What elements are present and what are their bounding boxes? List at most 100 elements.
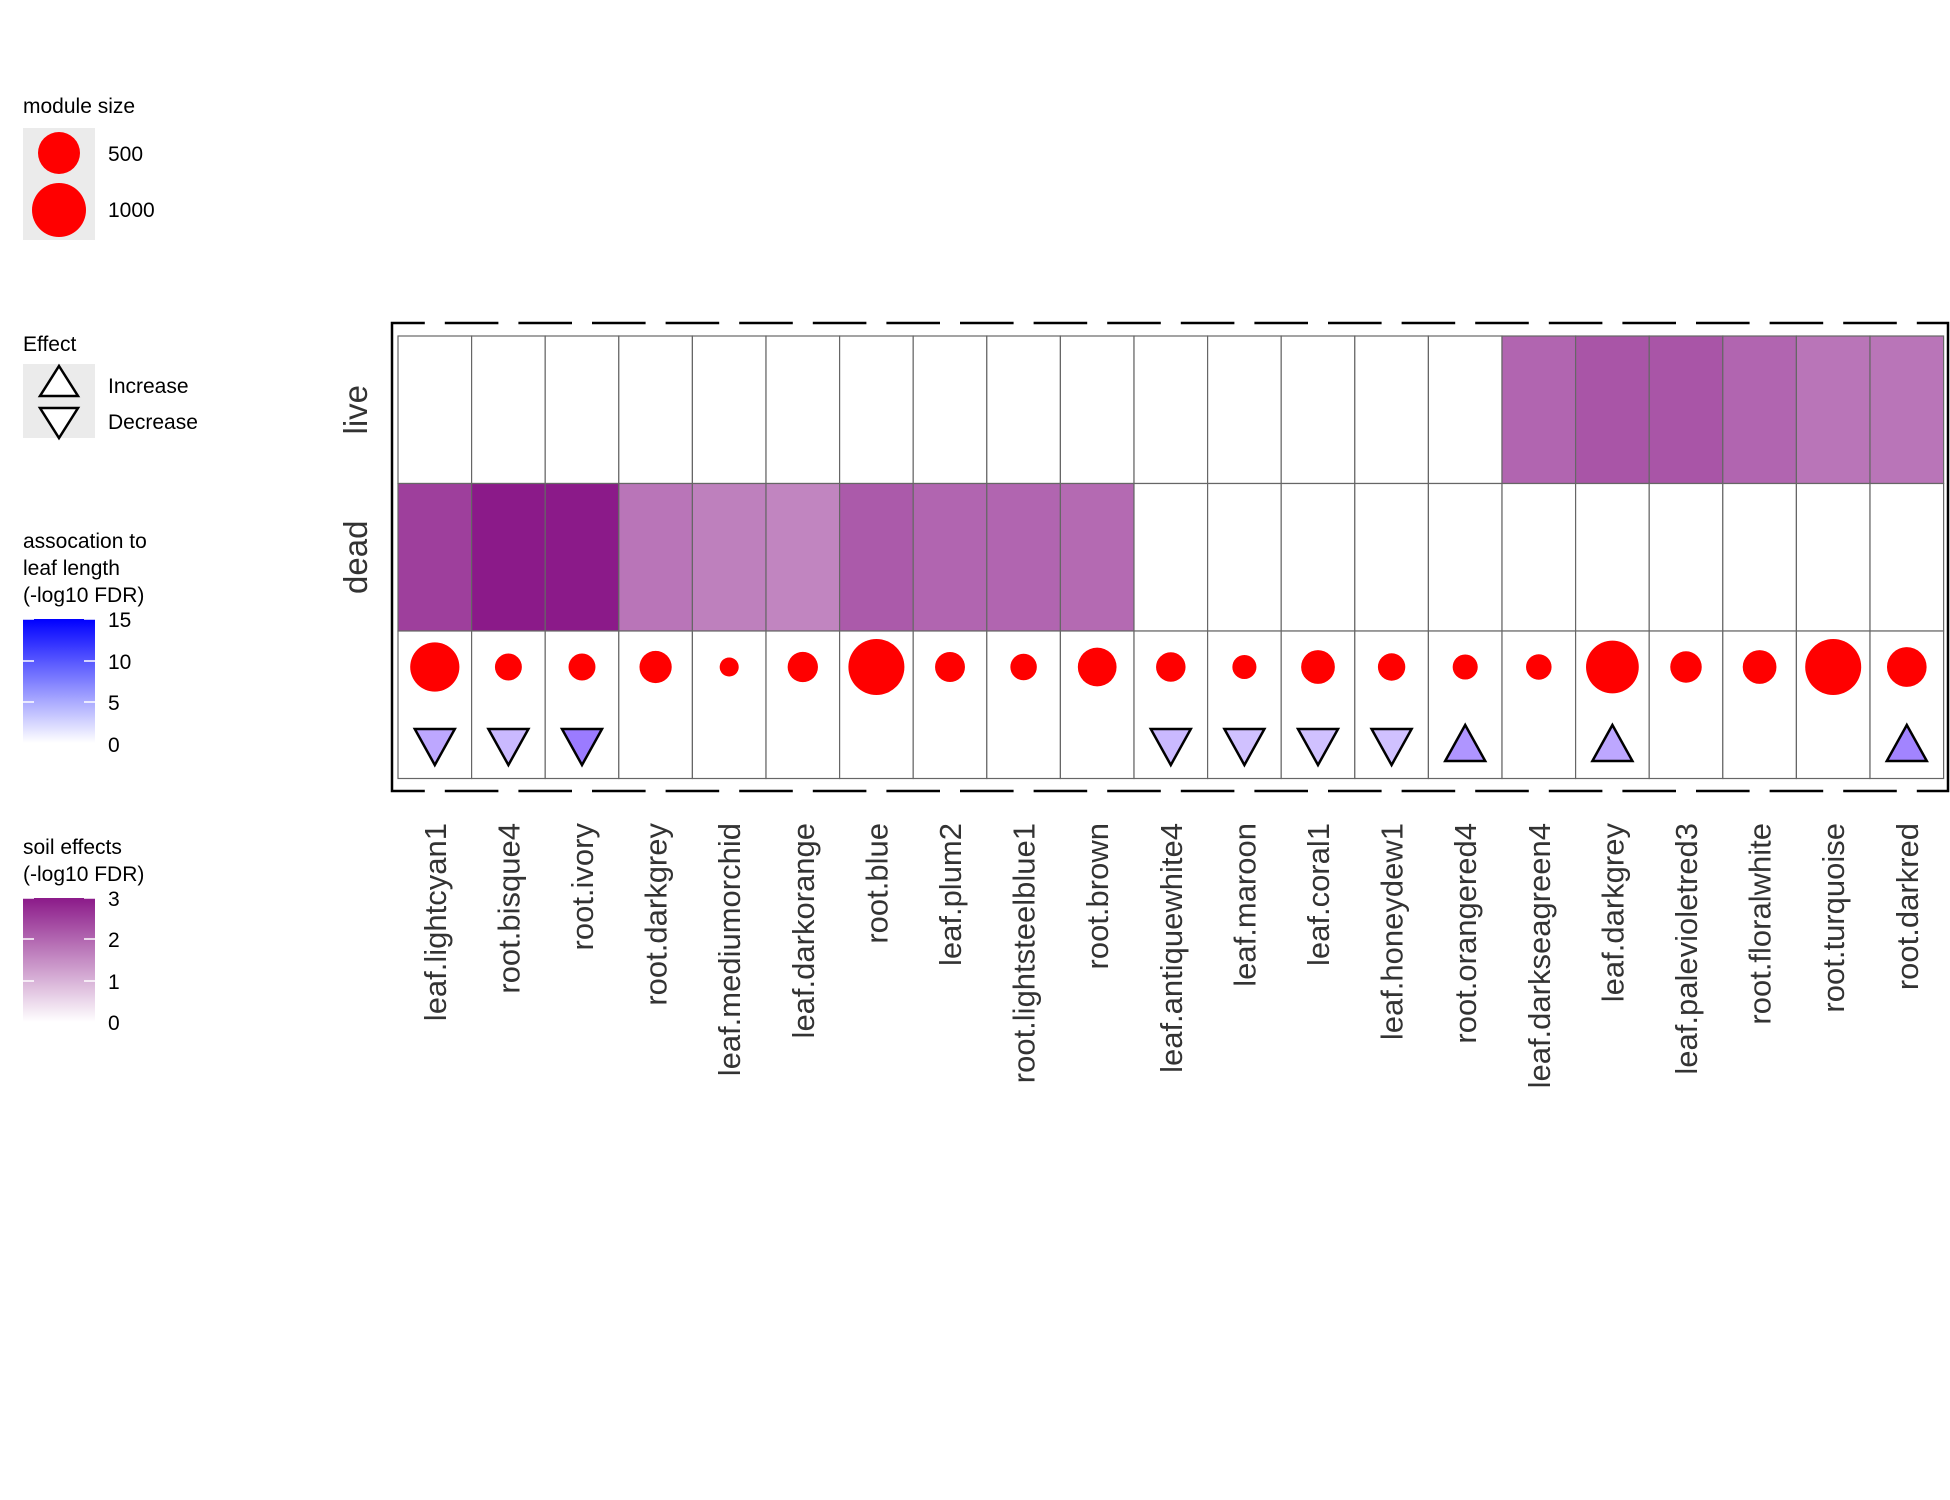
legend-soil-tick-2: 2 <box>108 929 120 952</box>
heatmap-cell-live-leaf.palevioletred3 <box>1648 335 1724 485</box>
column-label-leaf.antiquewhite4: leaf.antiquewhite4 <box>1154 823 1189 1073</box>
column-label-leaf.maroon: leaf.maroon <box>1227 823 1262 987</box>
heatmap-cell-dead-root.turquoise <box>1795 482 1871 632</box>
heatmap-cell-live-root.blue <box>838 335 914 485</box>
module-size-point-leaf.darkgrey <box>1586 640 1639 694</box>
effect-triangle-decrease-leaf.coral1 <box>1295 727 1341 768</box>
heatmap-cell-live-root.turquoise <box>1795 335 1871 485</box>
heatmap-cell-live-leaf.coral1 <box>1280 335 1356 485</box>
module-size-point-root.darkgrey <box>639 650 672 684</box>
column-label-leaf.coral1: leaf.coral1 <box>1301 823 1336 966</box>
legend-decrease-label: Decrease <box>108 411 198 434</box>
legend-assoc-tick-10: 10 <box>108 651 131 674</box>
legends: module size 500 1000 Effect Increase Dec… <box>23 95 198 1035</box>
module-size-point-leaf.darkorange <box>787 651 818 683</box>
legend-size-500-label: 500 <box>108 143 143 166</box>
heatmap-cell-dead-leaf.mediumorchid <box>691 482 767 632</box>
module-size-point-leaf.lightcyan1 <box>410 642 460 692</box>
column-label-leaf.darkgrey: leaf.darkgrey <box>1595 823 1630 1003</box>
heatmap-cell-dead-root.orangered4 <box>1427 482 1503 632</box>
column-label-root.blue: root.blue <box>859 823 894 944</box>
module-size-point-root.blue <box>848 639 905 695</box>
module-size-point-root.orangered4 <box>1452 654 1478 680</box>
heatmap-cell-live-leaf.plum2 <box>912 335 988 485</box>
effect-triangle-decrease-root.bisque4 <box>486 727 531 768</box>
legend-assoc-colorbar <box>23 619 95 743</box>
legend-increase-label: Increase <box>108 375 189 398</box>
heatmap-cell-dead-leaf.darkgrey <box>1574 482 1650 632</box>
heatmap-cell-dead-leaf.plum2 <box>912 482 988 632</box>
heatmap-cell-dead-root.lightsteelblue1 <box>986 482 1061 632</box>
legend-soil-colorbar <box>23 898 95 1022</box>
module-size-point-leaf.maroon <box>1232 654 1257 680</box>
effect-triangle-increase-root.orangered4 <box>1443 722 1488 763</box>
legend-effect-title: Effect <box>23 333 76 356</box>
module-size-point-root.brown <box>1077 647 1117 687</box>
heatmap-cell-dead-leaf.honeydew1 <box>1354 482 1430 632</box>
heatmap-cell-live-leaf.maroon <box>1206 335 1282 485</box>
plot-area: live dead leaf.lightcyan1 root.bisque4 root.… <box>337 321 1950 1088</box>
column-label-leaf.darkseagreen4: leaf.darkseagreen4 <box>1522 823 1557 1088</box>
legend-soil-tick-1: 1 <box>108 971 120 994</box>
column-label-leaf.mediumorchid: leaf.mediumorchid <box>712 823 747 1076</box>
heatmap-cell-live-leaf.antiquewhite4 <box>1133 335 1209 485</box>
column-label-root.turquoise: root.turquoise <box>1816 823 1851 1013</box>
module-size-point-leaf.darkseagreen4 <box>1526 654 1552 680</box>
legend-assoc-ticks <box>23 618 95 703</box>
legend-soil-title-line2: (-log10 FDR) <box>23 863 144 886</box>
legend-assoc-title-line1: assocation to <box>23 530 147 553</box>
module-size-point-root.floralwhite <box>1742 650 1777 684</box>
legend-soil-tick-0: 0 <box>108 1012 120 1035</box>
point-cell-leaf.darkseagreen4 <box>1501 630 1577 780</box>
heatmap-cell-live-leaf.darkgrey <box>1574 335 1650 485</box>
column-label-root.floralwhite: root.floralwhite <box>1743 823 1778 1025</box>
heatmap-cell-dead-leaf.darkorange <box>765 482 841 632</box>
module-size-point-leaf.honeydew1 <box>1377 653 1406 681</box>
effect-triangle-increase-root.darkred <box>1884 722 1929 763</box>
legend-soil-tick-3: 3 <box>108 888 120 911</box>
column-label-root.ivory: root.ivory <box>565 823 600 951</box>
column-label-root.darkred: root.darkred <box>1890 823 1925 990</box>
legend-size-1000-point <box>32 183 86 237</box>
column-label-leaf.plum2: leaf.plum2 <box>933 823 968 966</box>
effect-triangle-decrease-leaf.antiquewhite4 <box>1148 727 1193 768</box>
point-cell-root.lightsteelblue1 <box>986 630 1061 780</box>
heatmap-cell-live-root.floralwhite <box>1722 335 1798 485</box>
heatmap-cell-live-root.ivory <box>544 335 620 485</box>
module-size-point-root.darkred <box>1886 647 1927 687</box>
module-size-point-leaf.antiquewhite4 <box>1156 652 1186 682</box>
heatmap-cell-dead-leaf.palevioletred3 <box>1648 482 1724 632</box>
module-size-point-leaf.palevioletred3 <box>1670 651 1702 683</box>
heatmap-cell-dead-root.brown <box>1059 482 1135 632</box>
heatmap-cell-live-root.darkgrey <box>618 335 693 485</box>
module-size-point-root.lightsteelblue1 <box>1010 653 1037 681</box>
legend-assoc-tick-5: 5 <box>108 692 120 715</box>
effect-triangle-decrease-root.ivory <box>559 727 605 768</box>
legend-assoc-title-line3: (-log10 FDR) <box>23 584 144 607</box>
heatmap-cell-dead-leaf.lightcyan1 <box>397 482 473 632</box>
heatmap-cell-live-root.orangered4 <box>1427 335 1503 485</box>
row-label-live: live <box>337 385 374 435</box>
column-label-root.lightsteelblue1: root.lightsteelblue1 <box>1007 823 1042 1083</box>
legend-increase-triangle-icon <box>37 363 81 398</box>
column-label-leaf.palevioletred3: leaf.palevioletred3 <box>1669 823 1704 1075</box>
module-size-point-root.ivory <box>568 653 596 681</box>
column-label-leaf.honeydew1: leaf.honeydew1 <box>1375 823 1410 1040</box>
heatmap-cell-dead-root.darkgrey <box>618 482 693 632</box>
heatmap-cell-dead-leaf.coral1 <box>1280 482 1356 632</box>
heatmap-cell-live-root.brown <box>1059 335 1135 485</box>
module-size-point-leaf.mediumorchid <box>719 657 739 677</box>
effect-triangle-decrease-leaf.honeydew1 <box>1369 727 1414 768</box>
heatmap-cell-live-leaf.darkseagreen4 <box>1501 335 1577 485</box>
column-label-leaf.lightcyan1: leaf.lightcyan1 <box>418 823 453 1021</box>
column-label-root.brown: root.brown <box>1080 823 1115 969</box>
legend-size-1000-label: 1000 <box>108 199 155 222</box>
legend-assoc-title-line2: leaf length <box>23 557 120 580</box>
row-label-dead: dead <box>337 521 374 594</box>
legend-assoc-tick-15: 15 <box>108 609 131 632</box>
heatmap-cell-dead-leaf.antiquewhite4 <box>1133 482 1209 632</box>
point-cell-leaf.mediumorchid <box>691 630 767 780</box>
column-label-leaf.darkorange: leaf.darkorange <box>786 823 821 1038</box>
heatmap-cell-dead-root.floralwhite <box>1722 482 1798 632</box>
heatmap-cell-live-leaf.honeydew1 <box>1354 335 1430 485</box>
